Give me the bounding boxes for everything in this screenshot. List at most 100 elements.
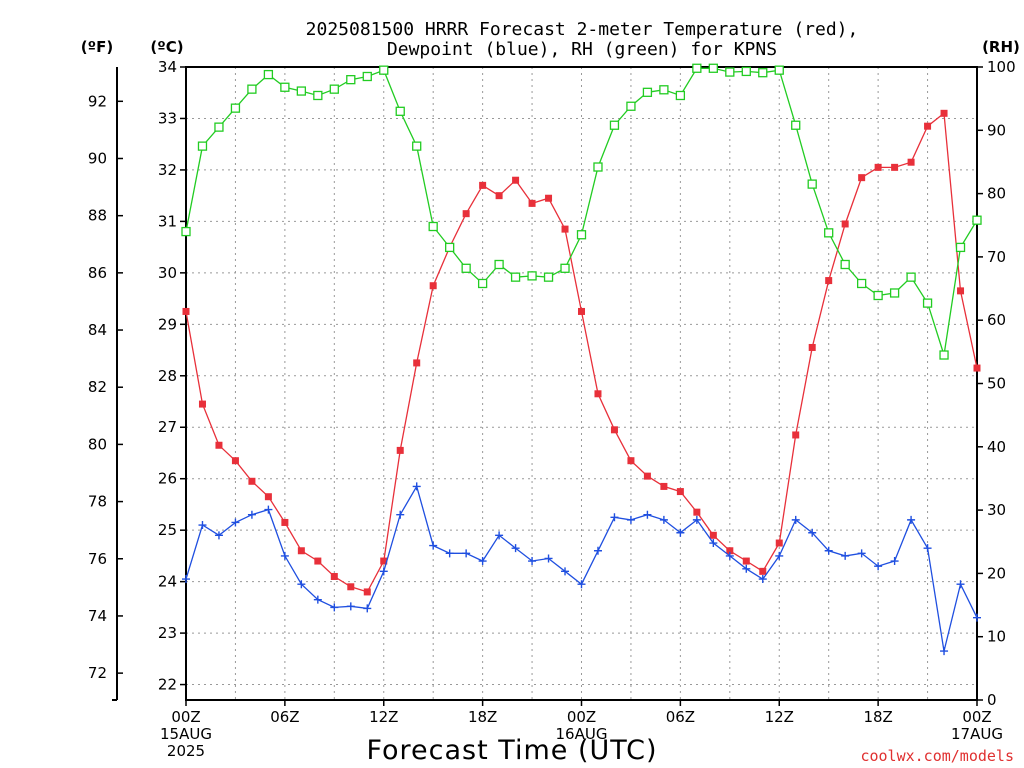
temperature-point: [907, 158, 915, 166]
rh-point: [428, 221, 438, 232]
rh-point: [593, 162, 603, 172]
dewpoint-point: [923, 544, 932, 553]
rh-point: [197, 141, 208, 151]
temperature-point: [775, 539, 783, 547]
rh-tick-label: 80: [987, 185, 1006, 203]
data-series: [181, 63, 982, 656]
dewpoint-point: [198, 521, 207, 530]
temperature-point: [545, 194, 553, 202]
rh-point: [461, 263, 471, 273]
fahrenheit-tick-label: 80: [88, 435, 107, 453]
temperature-point: [627, 457, 635, 465]
rh-point: [708, 63, 718, 73]
dewpoint-point: [907, 515, 916, 524]
temperature-point: [528, 199, 536, 207]
dewpoint-point: [940, 647, 949, 656]
dewpoint-point: [297, 580, 306, 589]
fahrenheit-tick-label: 76: [88, 550, 107, 568]
rh-point: [362, 71, 372, 82]
dewpoint-point: [462, 549, 471, 558]
x-tick-label: 16AUG: [556, 725, 608, 743]
dewpoint-point: [659, 515, 668, 524]
rh-tick-label: 0: [987, 691, 997, 709]
celsius-tick-label: 25: [158, 521, 177, 539]
temperature-point: [182, 307, 190, 315]
dewpoint-point: [742, 564, 751, 573]
temperature-point: [380, 557, 388, 565]
dewpoint-point: [214, 531, 223, 540]
x-tick-label: 00Z: [962, 708, 991, 726]
dewpoint-point: [791, 515, 800, 524]
temperature-point: [924, 122, 932, 130]
dewpoint-point: [775, 551, 784, 560]
temperature-point: [297, 547, 305, 555]
dewpoint-point: [247, 510, 256, 519]
celsius-tick-label: 33: [158, 109, 177, 127]
temperature-line: [185, 112, 978, 593]
rh-point: [807, 179, 817, 189]
rh-point: [527, 271, 537, 281]
dewpoint-point: [973, 613, 981, 622]
dewpoint-point: [412, 482, 421, 491]
rh-point: [824, 228, 834, 238]
temperature-point: [413, 359, 421, 367]
dewpoint-point: [396, 510, 405, 519]
celsius-tick-label: 22: [158, 676, 177, 694]
dewpoint-point: [692, 515, 701, 524]
rh-point: [741, 66, 751, 77]
rh-point: [214, 122, 224, 132]
rh-point: [296, 86, 307, 96]
temperature-point: [198, 400, 206, 408]
dewpoint-point: [857, 549, 866, 558]
temperature-point: [363, 588, 371, 596]
rh-point: [395, 106, 405, 116]
temperature-point: [479, 181, 487, 189]
rh-point: [642, 87, 653, 97]
temperature-point: [709, 531, 717, 539]
rh-point: [576, 230, 587, 240]
celsius-tick-label: 23: [158, 624, 177, 642]
dewpoint-point: [313, 595, 322, 604]
dewpoint-point: [280, 551, 289, 560]
rh-point: [856, 278, 867, 289]
rh-tick-label: 60: [987, 311, 1006, 329]
dewpoint-point: [182, 575, 190, 584]
celsius-tick-label: 28: [158, 367, 177, 385]
dewpoint-point: [824, 546, 833, 555]
dewpoint-point: [478, 557, 487, 566]
grid-lines: [186, 66, 977, 700]
temperature-point: [248, 477, 256, 485]
fahrenheit-tick-label: 84: [88, 321, 107, 339]
dewpoint-point: [577, 580, 586, 589]
temperature-point: [561, 225, 569, 233]
rh-point: [181, 226, 191, 237]
fahrenheit-unit-label: (ºF): [81, 38, 113, 56]
x-tick-label: 12Z: [369, 708, 398, 726]
rh-point: [313, 90, 323, 101]
dewpoint-point: [363, 604, 372, 613]
dewpoint-point: [231, 518, 240, 527]
rh-point: [659, 85, 669, 95]
x-tick-label: 15AUG: [160, 725, 212, 743]
x-tick-label: 17AUG: [951, 725, 1003, 743]
fahrenheit-tick-label: 72: [88, 664, 107, 682]
rh-point: [889, 288, 900, 298]
rh-point: [560, 263, 570, 273]
plot-frame: [185, 66, 978, 701]
rh-tick-label: 40: [987, 438, 1006, 456]
dewpoint-point: [544, 554, 553, 563]
x-tick-label: 18Z: [468, 708, 497, 726]
dewpoint-point: [495, 531, 504, 540]
x-tick-label: 2025: [167, 742, 205, 760]
dewpoint-point: [593, 546, 602, 555]
rh-point: [510, 272, 521, 282]
fahrenheit-tick-label: 74: [88, 607, 107, 625]
dewpoint-point: [874, 562, 883, 571]
rh-tick-label: 10: [987, 628, 1006, 646]
fahrenheit-tick-label: 88: [88, 207, 107, 225]
temperature-point: [940, 109, 948, 117]
temperature-point: [841, 220, 849, 228]
celsius-tick-label: 26: [158, 470, 177, 488]
temperature-point: [462, 210, 470, 218]
dewpoint-point: [626, 515, 635, 524]
